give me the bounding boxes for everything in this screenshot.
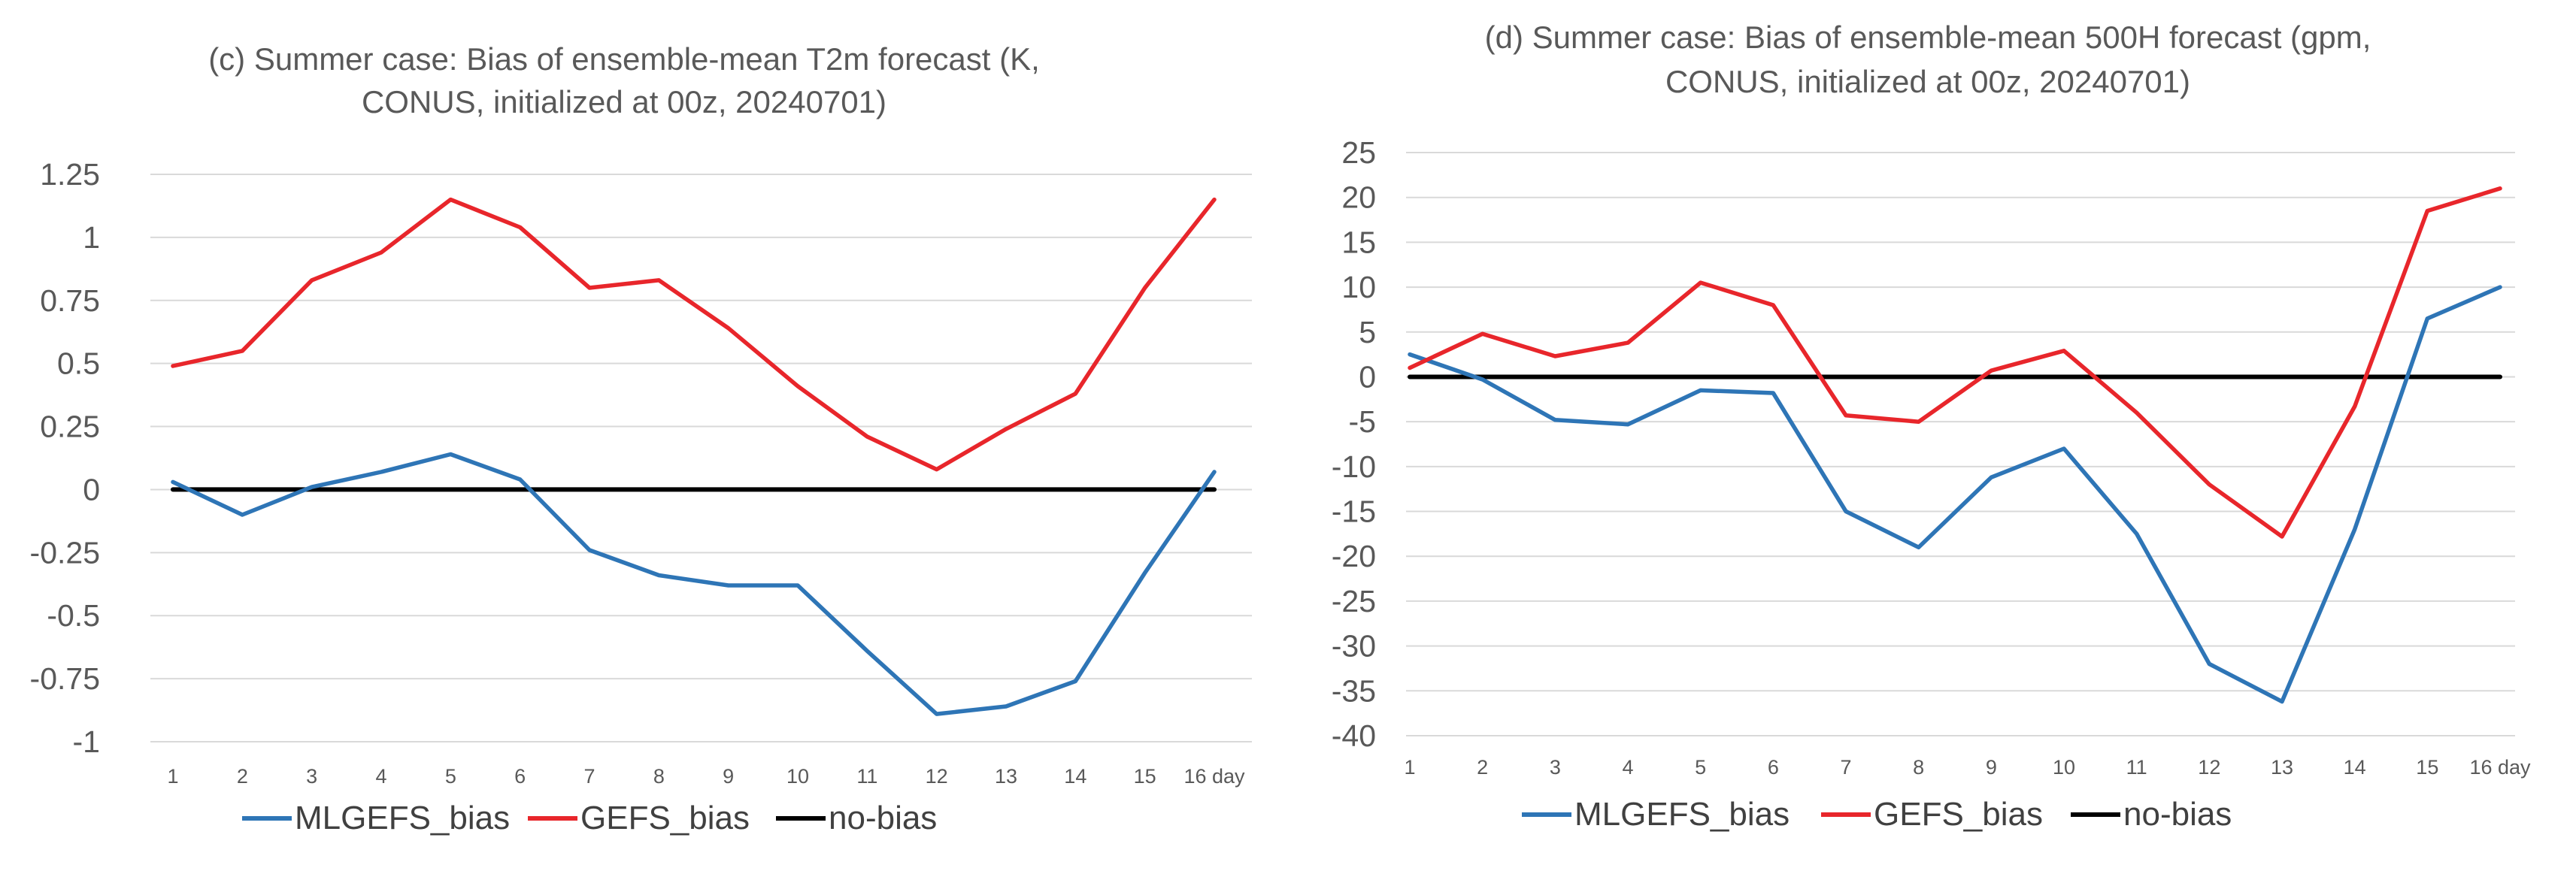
chart-d-x-tick-label: 16 day xyxy=(2469,756,2531,779)
chart-d-y-tick-label: 20 xyxy=(1341,180,1376,215)
chart-d-x-tick-label: 1 xyxy=(1404,756,1415,779)
chart-d-y-tick-label: -10 xyxy=(1332,449,1376,484)
chart-c-x-tick-label: 3 xyxy=(306,765,317,788)
chart-c-x-tick-label: 16 day xyxy=(1183,765,1245,788)
chart-d-x-tick-label: 6 xyxy=(1768,756,1779,779)
chart-d-legend-label-gefs-bias: GEFS_bias xyxy=(1874,796,2043,833)
chart-c-y-tick-label: -1 xyxy=(73,724,100,759)
chart-d-x-tick-label: 4 xyxy=(1622,756,1633,779)
chart-c-x-tick-label: 11 xyxy=(856,765,877,788)
chart-c-x-tick-label: 7 xyxy=(583,765,595,788)
chart-c-x-tick-label: 1 xyxy=(167,765,178,788)
chart-c-x-tick-label: 9 xyxy=(723,765,734,788)
chart-c-legend: MLGEFS_bias GEFS_bias no-bias xyxy=(242,800,937,836)
chart-c-x-tick-label: 8 xyxy=(653,765,665,788)
chart-d-x-tick-label: 3 xyxy=(1550,756,1561,779)
chart-d-series-mlgefs-bias-line xyxy=(1408,285,2502,704)
chart-c-legend-label-no-bias: no-bias xyxy=(829,800,937,836)
chart-d-title-line1: (d) Summer case: Bias of ensemble-mean 5… xyxy=(1485,20,2371,55)
chart-d-series-gefs-bias-line xyxy=(1408,186,2502,539)
chart-c-gridlines xyxy=(150,174,1252,742)
chart-d-y-tick-label: 5 xyxy=(1359,315,1376,349)
chart-d-y-tick-label: 25 xyxy=(1341,135,1376,170)
chart-d-x-tick-label: 14 xyxy=(2344,756,2366,779)
chart-d-x-tick-label: 11 xyxy=(2126,756,2147,779)
chart-c-x-axis: 1 2 3 4 5 6 7 8 9 10 11 12 13 14 15 16 day xyxy=(167,765,1245,788)
chart-d-x-tick-label: 8 xyxy=(1913,756,1924,779)
chart-c-title-line1: (c) Summer case: Bias of ensemble-mean T… xyxy=(208,41,1040,77)
chart-d-y-tick-label: 0 xyxy=(1359,359,1376,394)
chart-d-y-tick-label: -15 xyxy=(1332,494,1376,529)
chart-c-y-tick-label: 1.25 xyxy=(40,157,100,192)
chart-d-y-tick-label: -5 xyxy=(1349,404,1376,439)
chart-d-x-tick-label: 15 xyxy=(2416,756,2438,779)
chart-c-x-tick-label: 4 xyxy=(375,765,386,788)
chart-c-x-tick-label: 14 xyxy=(1064,765,1086,788)
chart-d-y-tick-label: 15 xyxy=(1341,225,1376,259)
chart-d-y-tick-label: 10 xyxy=(1341,270,1376,304)
chart-c-x-tick-label: 2 xyxy=(237,765,248,788)
chart-c-x-tick-label: 10 xyxy=(786,765,809,788)
chart-c-legend-label-mlgefs-bias: MLGEFS_bias xyxy=(295,800,510,836)
chart-c-series-mlgefs-bias-line xyxy=(171,452,1217,716)
chart-c-title-line2: CONUS, initialized at 00z, 20240701) xyxy=(362,84,886,119)
chart-c-y-tick-label: -0.5 xyxy=(47,598,100,633)
chart-d-y-axis: 25 20 15 10 5 0 -5 -10 -15 -20 -25 -30 -35 -40 xyxy=(1332,135,1376,753)
chart-c-x-tick-label: 6 xyxy=(514,765,526,788)
chart-c-y-tick-label: 0 xyxy=(83,472,100,507)
chart-d-x-tick-label: 9 xyxy=(1986,756,1997,779)
chart-d-y-tick-label: -35 xyxy=(1332,673,1376,708)
chart-d-y-tick-label: -20 xyxy=(1332,539,1376,573)
chart-d-x-tick-label: 13 xyxy=(2271,756,2293,779)
chart-c-svg: (c) Summer case: Bias of ensemble-mean T… xyxy=(30,41,1252,836)
chart-c-y-tick-label: 0.5 xyxy=(57,346,100,381)
chart-d-y-tick-label: -30 xyxy=(1332,629,1376,664)
chart-d-x-tick-label: 7 xyxy=(1840,756,1851,779)
chart-c-series-gefs-bias-line xyxy=(171,197,1217,472)
chart-c-x-tick-label: 15 xyxy=(1134,765,1156,788)
chart-d-legend-label-mlgefs-bias: MLGEFS_bias xyxy=(1574,796,1790,833)
chart-d-title-line2: CONUS, initialized at 00z, 20240701) xyxy=(1665,64,2190,99)
chart-c-x-tick-label: 13 xyxy=(995,765,1017,788)
chart-d-x-tick-label: 10 xyxy=(2053,756,2075,779)
chart-d-y-tick-label: -40 xyxy=(1332,718,1376,753)
chart-d-y-tick-label: -25 xyxy=(1332,584,1376,618)
chart-d-gridlines xyxy=(1406,152,2515,736)
chart-c-x-tick-label: 12 xyxy=(926,765,948,788)
chart-panel-c: (c) Summer case: Bias of ensemble-mean T… xyxy=(0,0,1278,883)
chart-d-x-tick-label: 12 xyxy=(2198,756,2220,779)
chart-d-legend-label-no-bias: no-bias xyxy=(2123,796,2232,833)
chart-c-y-tick-label: 0.75 xyxy=(40,283,100,318)
chart-d-svg: (d) Summer case: Bias of ensemble-mean 5… xyxy=(1332,20,2531,833)
chart-d-x-axis: 1 2 3 4 5 6 7 8 9 10 11 12 13 14 15 16 day xyxy=(1404,756,2531,779)
chart-c-y-tick-label: -0.75 xyxy=(30,661,100,696)
chart-d-x-tick-label: 2 xyxy=(1477,756,1488,779)
chart-d-legend: MLGEFS_bias GEFS_bias no-bias xyxy=(1522,796,2232,833)
chart-d-series xyxy=(1408,186,2502,704)
chart-panel-d: (d) Summer case: Bias of ensemble-mean 5… xyxy=(1278,0,2576,883)
chart-c-y-tick-label: 0.25 xyxy=(40,410,100,444)
chart-d-x-tick-label: 5 xyxy=(1695,756,1706,779)
chart-c-y-axis: 1.25 1 0.75 0.5 0.25 0 -0.25 -0.5 -0.75 -1 xyxy=(30,157,100,759)
chart-c-y-tick-label: 1 xyxy=(83,220,100,255)
chart-c-series xyxy=(171,197,1217,716)
chart-c-legend-label-gefs-bias: GEFS_bias xyxy=(580,800,750,836)
chart-c-y-tick-label: -0.25 xyxy=(30,535,100,570)
chart-c-x-tick-label: 5 xyxy=(445,765,456,788)
